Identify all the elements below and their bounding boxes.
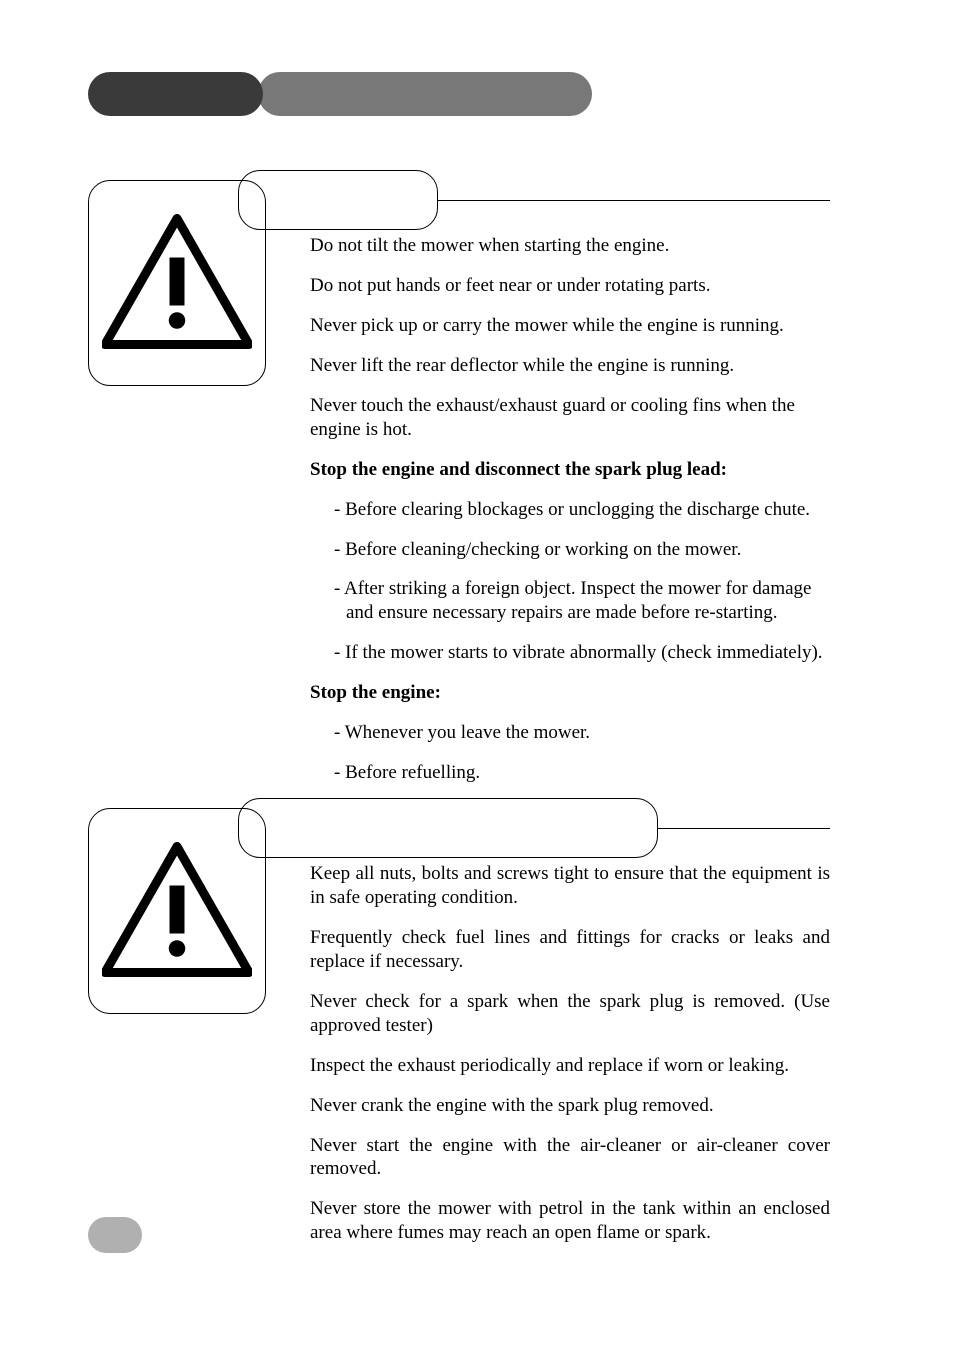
list-item: - Before cleaning/checking or working on… (310, 538, 830, 562)
paragraph: Do not tilt the mower when starting the … (310, 234, 830, 258)
paragraph: Frequently check fuel lines and fittings… (310, 926, 830, 974)
callout-label-box (238, 798, 658, 858)
warning-icon (102, 842, 252, 980)
paragraph: Never lift the rear deflector while the … (310, 354, 830, 378)
header-pill-grey (258, 72, 592, 116)
section-content: Keep all nuts, bolts and screws tight to… (310, 862, 830, 1261)
section-content: Do not tilt the mower when starting the … (310, 234, 830, 801)
header-pill-dark (88, 72, 263, 116)
list-item: - Before refuelling. (310, 761, 830, 785)
callout-rule (658, 828, 830, 829)
page: Do not tilt the mower when starting the … (0, 0, 954, 1351)
paragraph: Keep all nuts, bolts and screws tight to… (310, 862, 830, 910)
paragraph: Never start the engine with the air-clea… (310, 1134, 830, 1182)
paragraph: Inspect the exhaust periodically and rep… (310, 1054, 830, 1078)
warning-icon (102, 214, 252, 352)
paragraph: Never touch the exhaust/exhaust guard or… (310, 394, 830, 442)
warning-triangle-card (88, 180, 266, 386)
subheading: Stop the engine: (310, 681, 830, 705)
list-item: - If the mower starts to vibrate abnorma… (310, 641, 830, 665)
list-item: - Whenever you leave the mower. (310, 721, 830, 745)
list-item: - After striking a foreign object. Inspe… (310, 577, 830, 625)
list-item: - Before clearing blockages or uncloggin… (310, 498, 830, 522)
callout-rule (438, 200, 830, 201)
paragraph: Never check for a spark when the spark p… (310, 990, 830, 1038)
paragraph: Never crank the engine with the spark pl… (310, 1094, 830, 1118)
page-number-pill (88, 1217, 142, 1253)
subheading: Stop the engine and disconnect the spark… (310, 458, 830, 482)
paragraph: Never store the mower with petrol in the… (310, 1197, 830, 1245)
paragraph: Do not put hands or feet near or under r… (310, 274, 830, 298)
warning-triangle-card (88, 808, 266, 1014)
callout-label-box (238, 170, 438, 230)
paragraph: Never pick up or carry the mower while t… (310, 314, 830, 338)
